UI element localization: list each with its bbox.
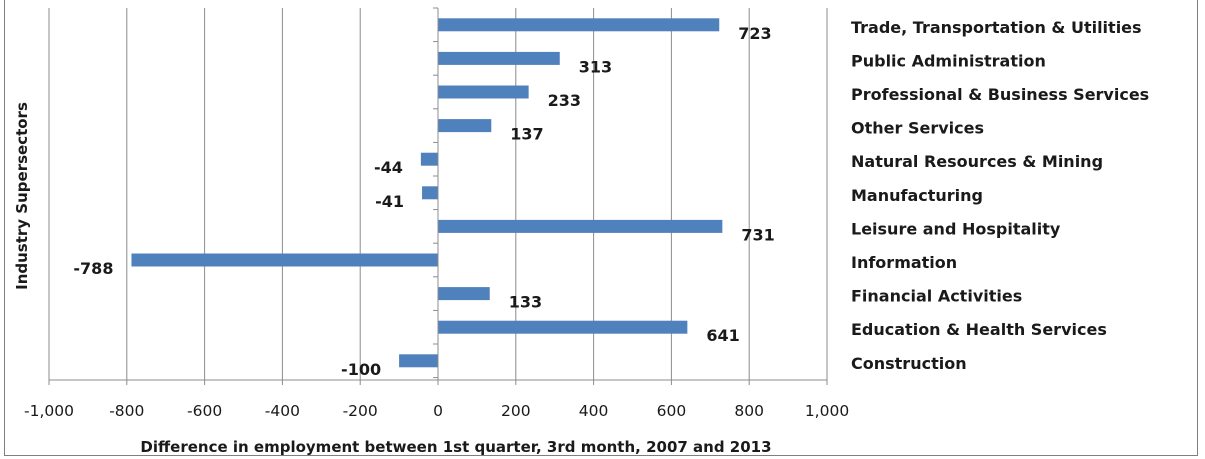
category-label: Construction	[851, 354, 967, 373]
bar	[438, 287, 490, 301]
category-label: Other Services	[851, 119, 984, 138]
x-tick-label: -600	[187, 402, 222, 420]
category-label: Financial Activities	[851, 287, 1022, 306]
bars	[131, 18, 723, 368]
data-label: -788	[73, 259, 113, 278]
x-tick-label: -800	[109, 402, 144, 420]
category-label: Professional & Business Services	[851, 85, 1149, 104]
x-tick-labels: -1,000 -800 -600 -400 -200 0 200 400 600 800 1,000	[24, 402, 849, 420]
category-label: Information	[851, 253, 957, 272]
bar	[438, 51, 560, 65]
bar	[399, 354, 438, 368]
category-label: Education & Health Services	[851, 320, 1107, 339]
x-axis-title: Difference in employment between 1st qua…	[140, 438, 771, 456]
bar	[131, 253, 438, 267]
chart-frame	[4, 0, 1198, 456]
x-tick-label: 0	[433, 402, 443, 420]
data-label: -44	[374, 158, 403, 177]
category-label: Trade, Transportation & Utilities	[851, 18, 1142, 37]
data-label: -41	[375, 192, 404, 211]
gridlines	[48, 7, 828, 385]
x-tick-label: 800	[734, 402, 764, 420]
data-label: 723	[738, 24, 771, 43]
bar	[422, 186, 438, 200]
data-label: -100	[341, 360, 381, 379]
data-label: 731	[741, 225, 774, 244]
data-labels: 723 313 233 137 -44 -41 731 -788 133 641 -100	[73, 24, 774, 379]
y-axis-title: Industry Supersectors	[13, 102, 31, 290]
x-tick-label: -400	[265, 402, 300, 420]
bar	[438, 85, 529, 99]
data-label: 133	[509, 293, 542, 312]
bar	[420, 152, 438, 166]
x-tick-label: 400	[579, 402, 609, 420]
category-label: Natural Resources & Mining	[851, 152, 1103, 171]
data-label: 137	[510, 125, 543, 144]
category-labels: Trade, Transportation & Utilities Public …	[851, 18, 1149, 373]
data-label: 641	[706, 326, 739, 345]
x-tick-label: 200	[501, 402, 531, 420]
category-label: Leisure and Hospitality	[851, 219, 1061, 238]
data-label: 313	[579, 57, 612, 76]
bar	[438, 320, 688, 334]
bar	[438, 119, 492, 133]
category-label: Manufacturing	[851, 186, 983, 205]
category-label: Public Administration	[851, 51, 1046, 70]
bar	[438, 219, 723, 233]
data-label: 233	[548, 91, 581, 110]
bar	[438, 18, 720, 32]
x-tick-label: -200	[343, 402, 378, 420]
x-tick-label: 1,000	[805, 402, 849, 420]
x-tick-label: -1,000	[24, 402, 74, 420]
x-tick-label: 600	[657, 402, 687, 420]
